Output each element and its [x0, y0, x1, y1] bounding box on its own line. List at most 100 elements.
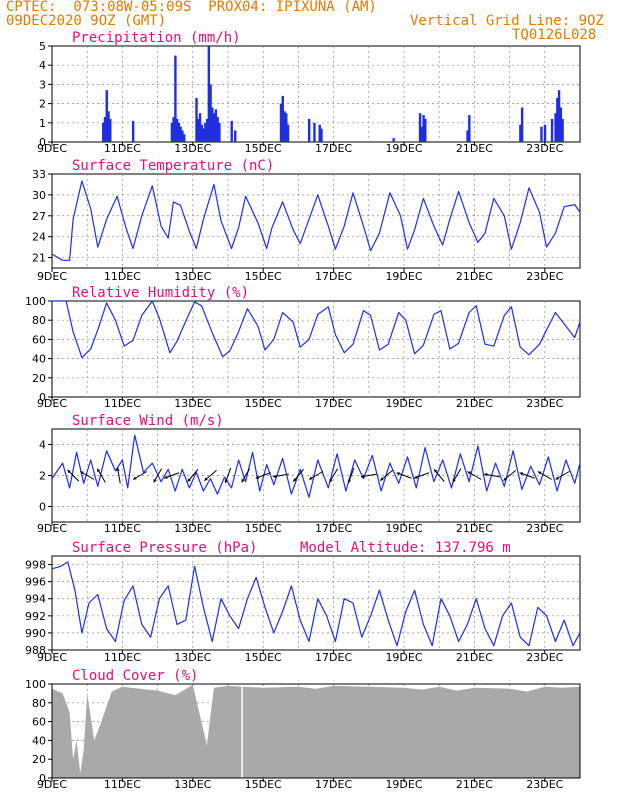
- cloud-ytick-label: 40: [32, 734, 46, 747]
- wind-arrow-head: [80, 471, 84, 475]
- precip-bar: [556, 97, 559, 142]
- cloud-ytick-label: 0: [39, 772, 46, 785]
- temp-line: [51, 180, 581, 261]
- rh-ytick-label: 60: [32, 333, 46, 346]
- pres-xtick-label: 19DEC: [385, 651, 422, 664]
- precip-bar: [554, 113, 557, 142]
- cloud-xtick-label: 11DEC: [104, 778, 141, 791]
- precip-bar: [109, 118, 112, 142]
- wind-arrow-head: [204, 477, 208, 481]
- wind-arrow-head: [67, 469, 71, 474]
- pres-ytick-label: 998: [25, 559, 46, 572]
- precip-bar: [420, 126, 423, 142]
- wind-arrow-head: [187, 478, 191, 482]
- wind-arrow-head: [434, 469, 438, 473]
- pres-xtick-label: 17DEC: [315, 651, 352, 664]
- precip-bar: [198, 113, 202, 142]
- precip-bar: [177, 122, 181, 142]
- temp-xtick-label: 17DEC: [315, 270, 352, 283]
- cloud-panel: 0 20 40 60 80 100 9DEC 11DEC 13DEC 15DEC 17DEC 19DE…: [25, 668, 581, 791]
- temp-ytick-label: 24: [32, 231, 46, 244]
- precip-bar: [212, 113, 216, 142]
- wind-arrow-head: [309, 476, 313, 480]
- precip-xtick-label: 13DEC: [174, 142, 211, 155]
- temp-title: Surface Temperature (nC): [72, 158, 274, 174]
- rh-ytick-label: 80: [32, 314, 46, 327]
- cloud-xtick-label: 13DEC: [174, 778, 211, 791]
- precip-xtick-label: 21DEC: [456, 142, 493, 155]
- wind-xtick-label: 15DEC: [245, 522, 282, 535]
- temp-xtick-label: 19DEC: [385, 270, 422, 283]
- wind-arrow-head: [255, 475, 260, 479]
- precip-panel: 0 1 2 3 4 5 9DEC 11DEC 13DEC 15DEC 17DEC 19DEC 21DEC…: [37, 30, 581, 155]
- temp-xtick-label: 23DEC: [526, 270, 563, 283]
- precip-xtick-label: 11DEC: [104, 142, 141, 155]
- precip-bar: [202, 128, 205, 142]
- precip-xtick-label: 15DEC: [245, 142, 282, 155]
- rh-xtick-label: 9DEC: [37, 397, 67, 410]
- precip-bar: [418, 113, 422, 142]
- cloud-xtick-label: 9DEC: [37, 778, 67, 791]
- precip-bar: [172, 117, 175, 142]
- precip-ytick-label: 5: [39, 40, 46, 53]
- precip-bar: [286, 124, 290, 142]
- wind-arrow-head: [484, 472, 488, 477]
- pres-title: Surface Pressure (hPa): [72, 540, 257, 556]
- cloud-xtick-label: 19DEC: [385, 778, 422, 791]
- pres-xtick-label: 9DEC: [37, 651, 67, 664]
- temp-ytick-label: 30: [32, 189, 46, 202]
- precip-bar: [197, 118, 200, 142]
- precip-bar: [468, 115, 471, 142]
- temp-xtick-label: 15DEC: [245, 270, 282, 283]
- temp-xtick-label: 11DEC: [104, 270, 141, 283]
- precip-bar: [102, 122, 105, 142]
- precip-bar: [209, 84, 212, 142]
- rh-frame: [51, 300, 581, 398]
- precip-bar: [285, 113, 288, 142]
- pres-subtitle: Model Altitude: 137.796 m: [300, 540, 511, 556]
- pres-line: [51, 561, 581, 647]
- rh-xtick-label: 21DEC: [456, 397, 493, 410]
- precip-bar: [320, 128, 323, 142]
- rh-ytick-label: 100: [25, 295, 46, 308]
- temp-ytick-label: 33: [32, 168, 46, 181]
- precip-xtick-label: 9DEC: [37, 142, 67, 155]
- wind-arrow-head: [347, 479, 352, 484]
- wind-arrow-head: [224, 479, 228, 484]
- temp-xtick-label: 21DEC: [456, 270, 493, 283]
- precip-ytick-label: 3: [39, 78, 46, 91]
- precip-bar: [519, 124, 522, 142]
- precip-bar: [216, 117, 219, 142]
- precip-bar: [281, 95, 284, 142]
- wind-xtick-label: 11DEC: [104, 522, 141, 535]
- wind-arrow-head: [414, 475, 418, 479]
- precip-ytick-label: 1: [39, 117, 46, 130]
- rh-xtick-label: 15DEC: [245, 397, 282, 410]
- precip-bar: [170, 122, 174, 142]
- precip-xtick-label: 17DEC: [315, 142, 352, 155]
- rh-panel: 0 20 40 60 80 100 9DEC 11DEC 13DEC 15DEC 17DEC 19DE…: [25, 285, 581, 410]
- precip-bar: [207, 46, 211, 142]
- model-code: TQ0126L028: [512, 27, 597, 43]
- wind-arrow-head: [97, 468, 101, 473]
- wind-arrow-head: [537, 471, 542, 475]
- wind-xtick-label: 23DEC: [526, 522, 563, 535]
- precip-bar: [211, 107, 214, 142]
- wind-arrow-head: [380, 477, 384, 481]
- pres-xtick-label: 15DEC: [245, 651, 282, 664]
- rh-xtick-label: 23DEC: [526, 397, 563, 410]
- cloud-title: Cloud Cover (%): [72, 668, 198, 684]
- temp-ytick-label: 27: [32, 210, 46, 223]
- wind-arrow-head: [555, 476, 559, 480]
- wind-xtick-label: 21DEC: [456, 522, 493, 535]
- wind-ytick-label: 0: [39, 501, 46, 514]
- pres-ytick-label: 996: [25, 576, 46, 589]
- precip-xtick-label: 19DEC: [385, 142, 422, 155]
- pres-xtick-label: 21DEC: [456, 651, 493, 664]
- precip-bar: [279, 103, 283, 142]
- pres-xtick-label: 11DEC: [104, 651, 141, 664]
- temp-panel: 21 24 27 30 33 9DEC 11DEC 13DEC 15DEC 17DEC 19DEC 2…: [32, 158, 581, 283]
- wind-ytick-label: 2: [39, 470, 46, 483]
- wind-arrow-head: [116, 467, 120, 471]
- temp-ytick-label: 21: [32, 252, 46, 265]
